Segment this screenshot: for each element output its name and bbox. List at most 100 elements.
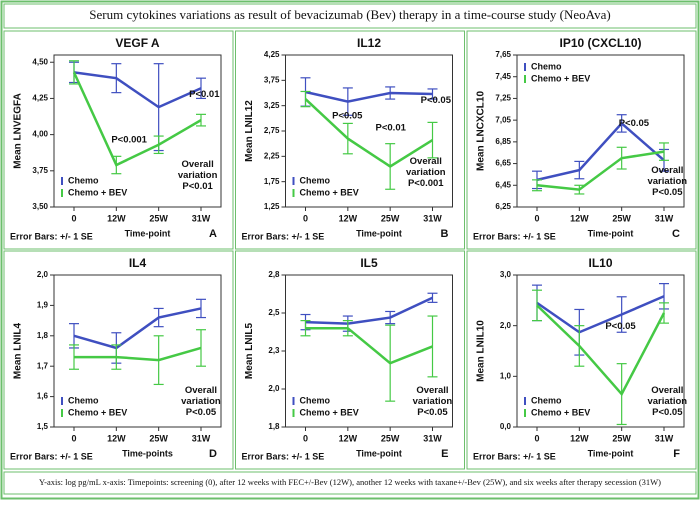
x-tick-label: 31W — [423, 213, 442, 223]
x-tick-label: 31W — [423, 433, 442, 443]
series-line — [305, 90, 433, 103]
series-line — [305, 296, 434, 325]
plot-area — [53, 54, 222, 208]
annotation: Overall — [182, 159, 214, 170]
x-axis-label: Time-point — [356, 448, 402, 458]
error-note: Error Bars: +/- 1 SE — [242, 451, 325, 461]
y-tick-label: 1,25 — [264, 202, 280, 211]
error-bar — [616, 114, 627, 133]
y-tick-label: 1,7 — [37, 361, 49, 370]
x-tick-label: 12W — [570, 213, 589, 223]
series-line — [536, 295, 665, 334]
x-tick-label: 0 — [71, 433, 76, 443]
series-line — [74, 346, 202, 362]
y-tick-label: 7,05 — [495, 115, 511, 124]
error-bar — [342, 320, 353, 337]
x-tick-label: 25W — [381, 213, 400, 223]
annotation: P<0.001 — [111, 135, 147, 146]
legend-label: Chemo + BEV — [300, 407, 359, 417]
error-bar — [616, 363, 627, 426]
annotation: variation — [647, 176, 687, 187]
series-line — [536, 304, 666, 397]
legend-label: Chemo — [531, 61, 562, 71]
y-tick-label: 2,8 — [268, 270, 280, 279]
y-tick-label: 3,0 — [500, 270, 512, 279]
x-axis-label: Time-point — [125, 228, 171, 238]
annotation: variation — [406, 167, 446, 178]
annotation: P<0.05 — [421, 95, 452, 106]
y-tick-label: 1,9 — [37, 301, 49, 310]
error-bar — [196, 329, 206, 367]
x-axis-label: Time-points — [122, 448, 173, 458]
annotation: P<0.01 — [189, 89, 220, 100]
error-bar — [616, 146, 627, 170]
series-line — [305, 326, 433, 365]
error-bar — [385, 143, 396, 190]
panel-frame — [3, 250, 234, 470]
error-bar — [153, 335, 164, 386]
annotation: P<0.05 — [619, 118, 650, 129]
error-bar — [111, 63, 122, 94]
x-axis-label: Time-point — [356, 228, 402, 238]
title-box — [3, 3, 697, 29]
annotation: P<0.05 — [652, 407, 683, 418]
y-axis-label: Mean LNIL12 — [244, 100, 255, 162]
x-tick-label: 0 — [534, 213, 539, 223]
annotation: P<0.01 — [182, 181, 213, 192]
legend-label: Chemo — [531, 395, 562, 405]
y-tick-label: 6,85 — [495, 137, 511, 146]
y-tick-label: 7,25 — [495, 94, 511, 103]
figure-title: Serum cytokines variations as result of … — [89, 7, 610, 22]
panel-label: B — [441, 228, 449, 240]
y-tick-label: 0,0 — [500, 422, 512, 431]
legend-label: Chemo — [68, 175, 99, 185]
error-bar — [659, 142, 669, 161]
error-bar — [616, 296, 627, 333]
error-bar — [300, 90, 311, 108]
y-tick-label: 4,00 — [32, 130, 48, 139]
y-tick-label: 2,75 — [264, 126, 280, 135]
y-tick-label: 4,25 — [264, 50, 280, 59]
legend-label: Chemo + BEV — [300, 187, 359, 197]
annotation: P<0.001 — [408, 178, 444, 189]
footnote-box — [3, 471, 697, 495]
error-bar — [574, 160, 585, 180]
panel-title: IL12 — [357, 36, 381, 50]
annotation: Overall — [651, 165, 683, 176]
x-tick-label: 12W — [339, 433, 358, 443]
panel-label: E — [441, 448, 448, 460]
error-bar — [532, 179, 542, 192]
x-tick-label: 31W — [655, 213, 674, 223]
panel-label: A — [209, 228, 217, 240]
series-line — [304, 98, 434, 168]
panel-frame — [235, 250, 465, 470]
series-line — [72, 71, 202, 167]
x-tick-label: 0 — [303, 213, 308, 223]
x-axis-label: Time-point — [588, 448, 634, 458]
plot-area — [53, 274, 222, 428]
annotation: P<0.05 — [332, 110, 363, 121]
x-tick-label: 0 — [534, 433, 539, 443]
error-bar — [385, 324, 396, 402]
error-bar — [574, 325, 585, 367]
panel-frame — [466, 250, 697, 470]
error-bar — [574, 184, 585, 195]
panel-label: F — [673, 448, 680, 460]
x-tick-label: 12W — [339, 213, 358, 223]
y-tick-label: 1,75 — [264, 177, 280, 186]
error-bar — [427, 315, 438, 378]
annotation: P<0.05 — [417, 407, 448, 418]
y-tick-label: 4,25 — [32, 94, 48, 103]
annotation: P<0.05 — [652, 187, 683, 198]
legend-label: Chemo — [300, 175, 331, 185]
legend-label: Chemo + BEV — [531, 407, 590, 417]
error-bar — [342, 87, 353, 116]
error-bar — [153, 307, 164, 328]
error-bar — [427, 88, 438, 100]
legend-label: Chemo + BEV — [531, 73, 590, 83]
y-axis-label: Mean LNIL5 — [244, 323, 255, 380]
y-tick-label: 4,50 — [32, 57, 48, 66]
x-tick-label: 25W — [381, 433, 400, 443]
